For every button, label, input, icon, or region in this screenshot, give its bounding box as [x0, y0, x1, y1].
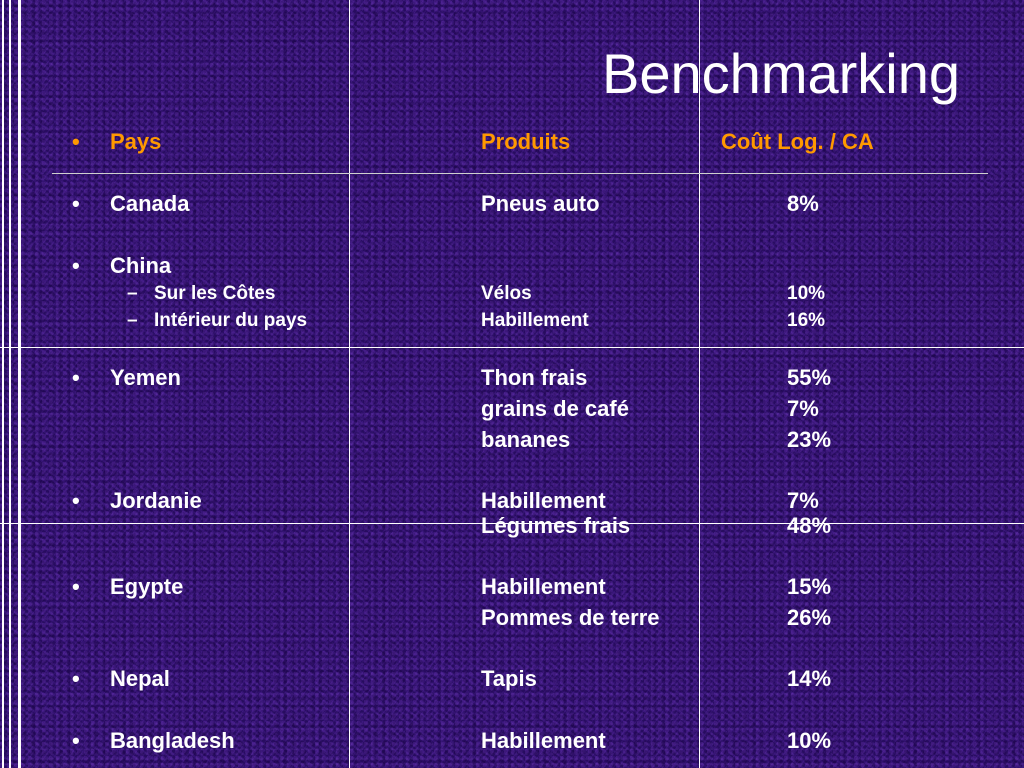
- country-name: Jordanie: [110, 488, 202, 513]
- country-name: Bangladesh: [110, 728, 235, 753]
- cost-ratio: 48%: [787, 513, 832, 538]
- product-name: Habillement: [481, 728, 606, 753]
- header-country: Pays: [110, 129, 162, 154]
- bullet-marker: •: [72, 253, 80, 278]
- product-name: Légumes frais: [481, 513, 631, 538]
- cost-ratio: 8%: [787, 191, 819, 216]
- product-name: Pommes de terre: [481, 605, 660, 630]
- region-name: Intérieur du pays: [154, 310, 308, 331]
- cost-ratio: 16%: [787, 310, 826, 331]
- background-grid-line: [0, 523, 1024, 524]
- product-name: grains de café: [481, 396, 629, 421]
- product-name: Habillement: [481, 488, 606, 513]
- background-grid-line: [0, 347, 1024, 348]
- dash-marker: –: [127, 310, 138, 331]
- cost-ratio: 23%: [787, 427, 832, 452]
- background-grid-line: [349, 0, 350, 768]
- bullet-marker: •: [72, 728, 80, 753]
- country-name: Egypte: [110, 574, 184, 599]
- background-grid-line: [18, 0, 21, 768]
- country-name: Yemen: [110, 365, 181, 390]
- region-name: Sur les Côtes: [154, 283, 276, 304]
- cost-ratio: 55%: [787, 365, 832, 390]
- bullet-marker: •: [72, 666, 80, 691]
- product-name: Habillement: [481, 574, 606, 599]
- cost-ratio: 14%: [787, 666, 832, 691]
- product-name: Tapis: [481, 666, 537, 691]
- cost-ratio: 15%: [787, 574, 832, 599]
- bullet-marker: •: [72, 365, 80, 390]
- bullet-marker: •: [72, 488, 80, 513]
- header-product: Produits: [481, 129, 571, 154]
- country-name: Nepal: [110, 666, 170, 691]
- country-name: Canada: [110, 191, 190, 216]
- product-name: Vélos: [481, 283, 532, 304]
- cost-ratio: 26%: [787, 605, 832, 630]
- country-name: China: [110, 253, 172, 278]
- product-name: bananes: [481, 427, 571, 452]
- background-grid-line: [699, 0, 700, 768]
- slide-title: Benchmarking: [602, 42, 960, 105]
- cost-ratio: 7%: [787, 396, 819, 421]
- bullet-marker: •: [72, 191, 80, 216]
- product-name: Pneus auto: [481, 191, 600, 216]
- header-divider: [52, 173, 988, 174]
- product-name: Habillement: [481, 310, 589, 331]
- bullet-marker: •: [72, 129, 80, 154]
- header-ratio: Coût Log. / CA: [721, 129, 874, 154]
- cost-ratio: 10%: [787, 728, 832, 753]
- bullet-marker: •: [72, 574, 80, 599]
- product-name: Thon frais: [481, 365, 588, 390]
- background-grid-line: [9, 0, 11, 768]
- dash-marker: –: [127, 283, 138, 304]
- background-grid-line: [2, 0, 4, 768]
- cost-ratio: 7%: [787, 488, 819, 513]
- cost-ratio: 10%: [787, 283, 826, 304]
